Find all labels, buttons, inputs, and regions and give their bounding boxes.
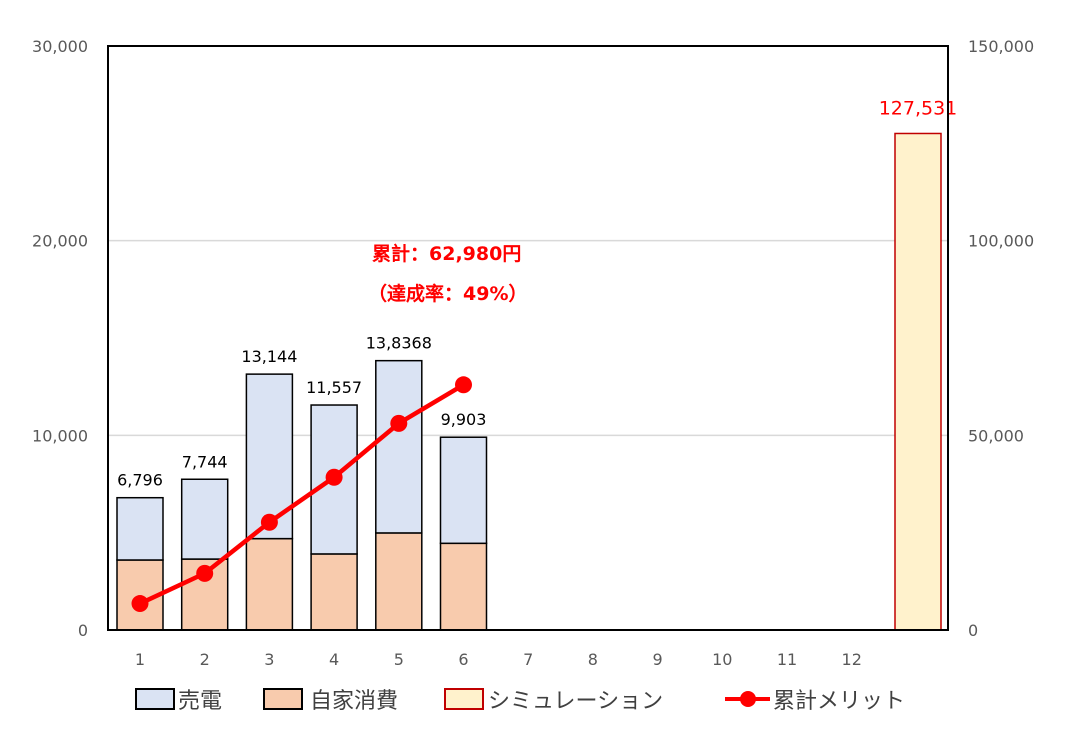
bar-total-label: 9,903: [441, 410, 487, 429]
bar-sell-power: [116, 496, 164, 561]
cumulative-point: [131, 595, 149, 613]
cumulative-line-path: [139, 382, 465, 606]
x-axis-tick: 6: [458, 650, 468, 669]
legend-swatch-sell: [135, 688, 175, 710]
left-axis-tick: 0: [78, 621, 88, 640]
legend-label-sell: 売電: [178, 689, 222, 714]
x-axis-tick: 8: [588, 650, 598, 669]
bar-sell-power: [439, 436, 488, 545]
x-axis-tick: 5: [394, 650, 404, 669]
bar-self-consumption: [310, 553, 358, 631]
legend-swatch-self: [263, 688, 303, 710]
bar-sell-power: [180, 478, 229, 560]
annotation-line-2: （達成率：49%）: [368, 282, 527, 305]
right-axis-tick: 150,000: [968, 37, 1034, 56]
bar-self-consumption: [375, 532, 423, 631]
bar-total-label: 7,744: [182, 452, 228, 471]
cumulative-point: [260, 513, 278, 531]
right-axis-tick: 0: [968, 621, 978, 640]
legend-label-cumulative: 累計メリット: [773, 689, 905, 714]
right-axis-tick: 50,000: [968, 426, 1024, 445]
plot-border: [107, 45, 949, 631]
annotation-line-1: 累計：62,980円: [372, 242, 521, 265]
bar-self-consumption: [439, 542, 488, 631]
data-labels: 6,796 7,744 13,144 11,557 13,8368 9,903: [117, 334, 486, 490]
bar-total-label: 13,144: [241, 347, 297, 366]
legend-label-simulation: シミュレーション: [488, 689, 663, 714]
cumulative-point: [390, 414, 408, 432]
x-axis-tick: 3: [264, 650, 274, 669]
x-axis-tick: 12: [842, 650, 862, 669]
x-axis-tick: 1: [135, 650, 145, 669]
gridlines: [108, 239, 948, 437]
simulation-bar: [894, 132, 942, 631]
x-axis-tick: 2: [200, 650, 210, 669]
legend-swatch-simulation: [444, 688, 484, 710]
simulation-bar-label: 127,531: [879, 97, 958, 119]
cumulative-line: [131, 376, 472, 613]
x-axis-tick: 11: [777, 650, 797, 669]
bar-total-label: 13,8368: [366, 334, 432, 353]
left-axis-tick: 30,000: [32, 37, 88, 56]
bar-sell-power: [375, 359, 423, 534]
bar-total-label: 6,796: [117, 471, 163, 490]
bar-self-consumption: [245, 537, 294, 631]
legend-label-self: 自家消費: [310, 689, 398, 714]
bars: [116, 359, 488, 631]
axes: 0 10,000 20,000 30,000 0 50,000 100,000 150,000…: [32, 37, 1034, 669]
cumulative-point: [325, 468, 343, 486]
cumulative-point: [196, 564, 214, 582]
right-axis-tick: 100,000: [968, 232, 1034, 251]
legend: 売電 自家消費 シミュレーション 累計メリット: [135, 688, 905, 714]
cumulative-point: [455, 376, 472, 394]
legend-line-marker: [740, 691, 756, 707]
x-axis-tick: 4: [329, 650, 339, 669]
left-axis-tick: 20,000: [32, 232, 88, 251]
x-axis-tick: 7: [523, 650, 533, 669]
left-axis-tick: 10,000: [32, 426, 88, 445]
bar-total-label: 11,557: [306, 378, 362, 397]
simulation-bar-group: 127,531: [879, 97, 958, 631]
x-axis-tick: 9: [653, 650, 663, 669]
x-axis-tick: 10: [712, 650, 732, 669]
